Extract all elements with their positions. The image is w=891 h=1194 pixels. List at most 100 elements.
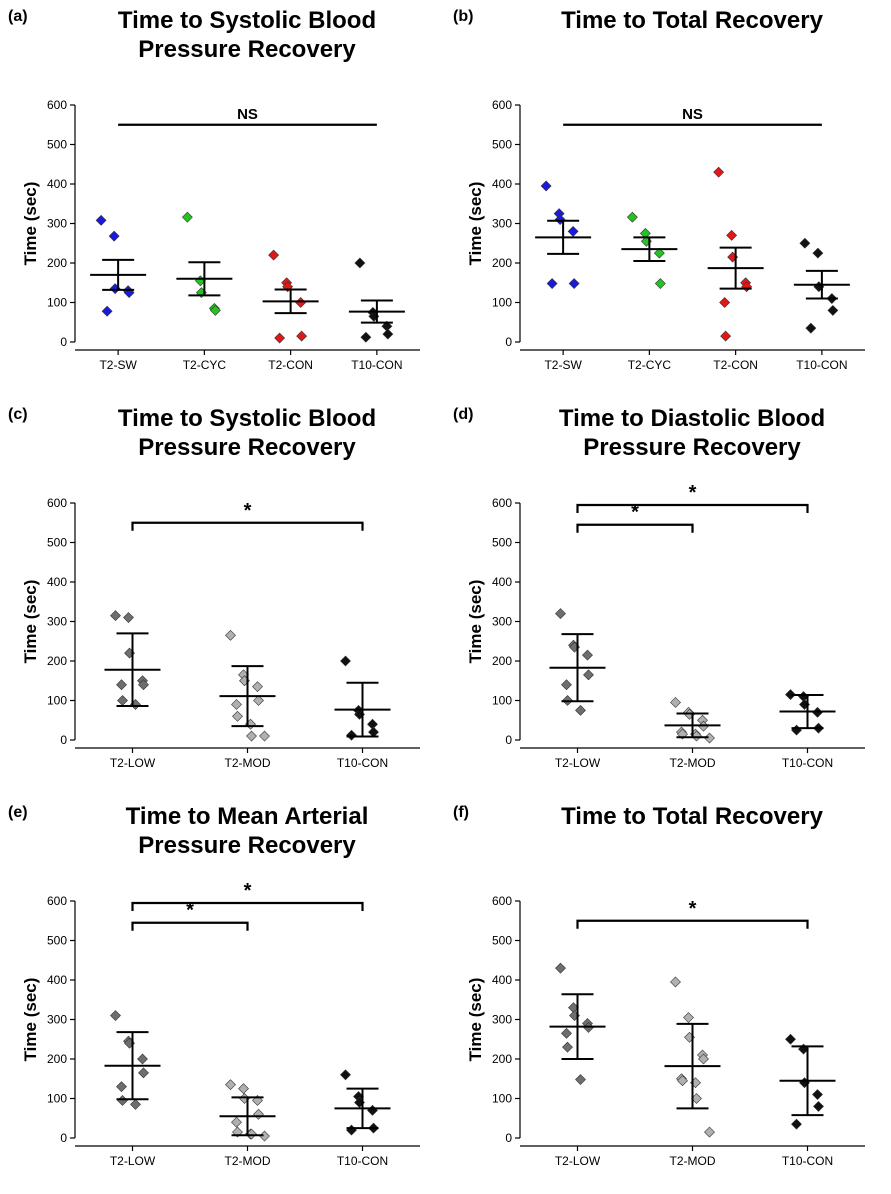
- y-tick-label: 600: [492, 98, 512, 112]
- error-bar: [274, 288, 307, 315]
- data-point: [225, 629, 236, 641]
- x-tick-label: T2-LOW: [110, 756, 156, 770]
- data-point: [116, 1081, 127, 1093]
- error-bar: [116, 1031, 149, 1101]
- data-point: [354, 257, 366, 269]
- data-point: [252, 681, 263, 693]
- error-bar: [102, 258, 135, 291]
- data-point: [582, 649, 593, 661]
- data-point: [181, 211, 193, 223]
- data-point: [138, 1067, 149, 1079]
- data-point: [567, 225, 579, 237]
- y-tick-label: 0: [505, 733, 512, 747]
- y-tick-label: 300: [47, 1013, 67, 1027]
- y-axis-label: Time (sec): [21, 580, 40, 664]
- data-point: [546, 278, 558, 289]
- error-bar: [676, 712, 709, 739]
- error-bar: [231, 665, 264, 728]
- data-point: [367, 1104, 378, 1116]
- data-point: [575, 1074, 586, 1085]
- data-point: [296, 330, 308, 342]
- data-point: [626, 211, 638, 223]
- chart-panel: (d) Time to Diastolic Blood Pressure Reco…: [445, 398, 890, 796]
- error-bar: [791, 693, 824, 730]
- chart-panel: (e) Time to Mean Arterial Pressure Recove…: [0, 796, 445, 1194]
- x-tick-label: T10-CON: [351, 358, 402, 372]
- data-point: [130, 1099, 141, 1110]
- data-point: [813, 1100, 824, 1112]
- data-point: [805, 322, 817, 334]
- data-point: [698, 1053, 709, 1065]
- significance-label: *: [244, 880, 252, 902]
- data-point: [259, 730, 270, 742]
- error-bar: [719, 246, 752, 290]
- data-point: [561, 679, 572, 691]
- y-tick-label: 100: [47, 1092, 67, 1106]
- chart-title: Time to Systolic Blood Pressure Recovery: [117, 405, 377, 461]
- panel-label: (e): [8, 804, 28, 821]
- error-bar: [116, 632, 149, 708]
- y-tick-label: 400: [47, 177, 67, 191]
- y-tick-label: 600: [47, 894, 67, 908]
- data-point: [108, 230, 120, 242]
- y-tick-label: 500: [492, 934, 512, 948]
- y-tick-label: 0: [60, 1131, 67, 1145]
- data-point: [209, 304, 221, 316]
- data-point: [583, 669, 594, 681]
- y-tick-label: 100: [492, 694, 512, 708]
- panel-label: (c): [8, 406, 28, 423]
- data-point: [827, 304, 839, 316]
- chart-title: Time to Mean Arterial Pressure Recovery: [125, 803, 369, 859]
- x-tick-label: T2-CYC: [628, 358, 672, 372]
- data-point: [719, 297, 731, 308]
- data-point: [812, 1089, 823, 1100]
- x-tick-label: T2-MOD: [225, 756, 271, 770]
- data-point: [683, 1012, 694, 1023]
- data-point: [253, 695, 264, 706]
- data-point: [555, 962, 566, 974]
- chart-panel: (b) Time to Total Recovery 0 100 200 300 400 50…: [445, 0, 890, 398]
- y-tick-label: 600: [492, 894, 512, 908]
- x-tick-label: T2-CON: [713, 358, 758, 372]
- significance-label: *: [689, 898, 697, 920]
- data-point: [799, 237, 811, 249]
- error-bar: [346, 1087, 379, 1130]
- chart-title: Time to Total Recovery: [561, 7, 823, 34]
- y-tick-label: 500: [47, 934, 67, 948]
- x-tick-label: T2-LOW: [555, 1154, 601, 1168]
- chart-panel: (f) Time to Total Recovery 0 100 200 300 400 50…: [445, 796, 890, 1194]
- panel-label: (b): [453, 8, 474, 25]
- y-tick-label: 100: [47, 694, 67, 708]
- data-point: [785, 1033, 796, 1045]
- y-tick-label: 600: [47, 496, 67, 510]
- chart: 0 100 200 300 400 500 600 Time (sec) T2-LOW T2-MO…: [21, 880, 420, 1168]
- x-tick-label: T10-CON: [337, 1154, 388, 1168]
- error-bar: [676, 1022, 709, 1110]
- data-point: [116, 679, 127, 691]
- data-point: [253, 1108, 264, 1120]
- chart: 0 100 200 300 400 500 600 Time (sec) T2-SW T2-CYC…: [466, 98, 865, 372]
- data-point: [575, 704, 586, 716]
- y-axis-label: Time (sec): [466, 978, 485, 1062]
- data-point: [562, 1041, 573, 1053]
- significance-bracket: [576, 919, 809, 929]
- y-tick-label: 200: [47, 256, 67, 270]
- error-bar: [360, 299, 393, 324]
- y-tick-label: 0: [60, 733, 67, 747]
- data-point: [346, 1124, 357, 1136]
- data-point: [791, 724, 802, 736]
- data-point: [231, 1116, 242, 1128]
- data-point: [340, 655, 351, 667]
- data-point: [117, 695, 128, 706]
- chart: 0 100 200 300 400 500 600 Time (sec) T2-LOW T2-MO…: [466, 894, 865, 1168]
- x-tick-label: T2-SW: [99, 358, 137, 372]
- x-tick-label: T2-LOW: [555, 756, 601, 770]
- panel-label: (a): [8, 8, 28, 25]
- y-tick-label: 200: [492, 654, 512, 668]
- error-bar: [633, 236, 666, 263]
- y-tick-label: 300: [47, 217, 67, 231]
- x-tick-label: T2-CON: [268, 358, 313, 372]
- data-point: [246, 730, 257, 742]
- y-tick-label: 0: [505, 335, 512, 349]
